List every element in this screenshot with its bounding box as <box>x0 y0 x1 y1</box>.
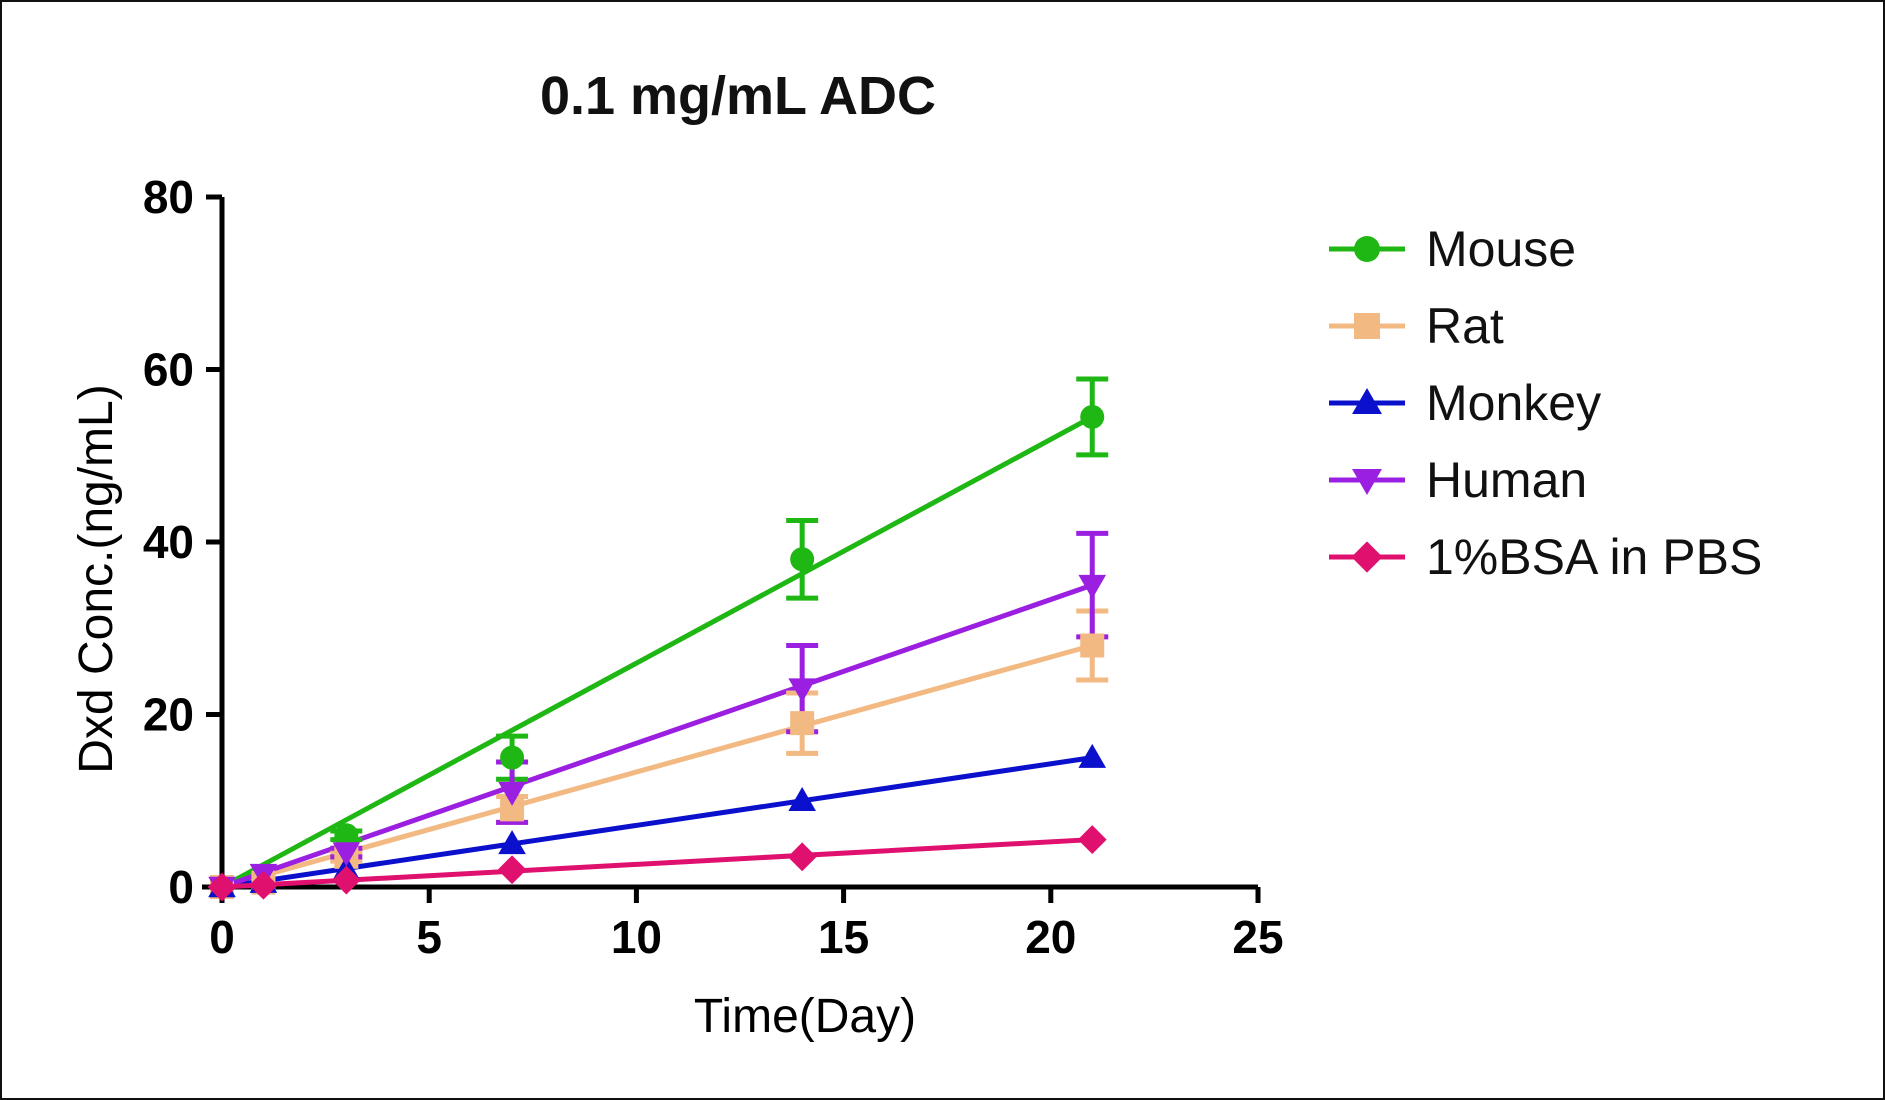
data-point-mouse-2 <box>500 745 525 770</box>
trend-lines-layer <box>220 414 1094 890</box>
x-tick-label-20: 20 <box>1025 911 1076 963</box>
legend-marker-1-bsa-in-pbs <box>1351 541 1383 573</box>
markers-layer <box>207 404 1107 902</box>
data-point-monkey-5 <box>1078 743 1107 768</box>
legend-marker-monkey <box>1352 388 1382 415</box>
ticks-layer: 0 5 10 15 20 25 0 20 40 60 80 <box>143 171 1284 963</box>
data-point-human-4 <box>788 678 816 703</box>
legend: Mouse Rat Monkey Human 1%BSA in PBS <box>1329 221 1762 585</box>
legend-label-rat: Rat <box>1426 298 1504 354</box>
data-point-1-bsa-in-pbs-2 <box>331 865 361 895</box>
data-point-1-bsa-in-pbs-5 <box>1077 825 1107 854</box>
legend-marker-human <box>1352 468 1382 495</box>
axes-layer <box>202 197 1258 890</box>
data-point-mouse-4 <box>1080 404 1105 429</box>
chart-title: 0.1 mg/mL ADC <box>540 66 936 126</box>
legend-label-mouse: Mouse <box>1426 221 1576 277</box>
data-point-monkey-4 <box>788 786 816 811</box>
trend-line-1-bsa-in-pbs <box>221 837 1093 890</box>
legend-label-human: Human <box>1426 452 1587 508</box>
data-point-rat-4 <box>790 711 815 736</box>
x-tick-label-5: 5 <box>416 911 442 963</box>
legend-label-monkey: Monkey <box>1426 375 1601 431</box>
y-tick-label-60: 60 <box>143 344 194 396</box>
y-tick-label-40: 40 <box>143 516 194 568</box>
data-point-human-2 <box>332 842 361 867</box>
trend-line-monkey <box>221 755 1093 890</box>
y-tick-label-0: 0 <box>168 861 194 913</box>
x-tick-label-0: 0 <box>209 911 235 963</box>
data-point-rat-5 <box>1080 633 1105 658</box>
data-point-1-bsa-in-pbs-1 <box>249 870 278 900</box>
trend-line-rat <box>221 643 1093 890</box>
y-axis-label: Dxd Conc.(ng/mL) <box>70 384 123 773</box>
data-point-human-3 <box>498 781 526 806</box>
trend-line-mouse <box>220 414 1094 890</box>
data-point-mouse-1 <box>334 823 359 848</box>
data-point-mouse-3 <box>790 547 815 572</box>
legend-marker-rat <box>1354 313 1380 339</box>
x-axis-label: Time(Day) <box>694 990 916 1043</box>
x-tick-label-10: 10 <box>611 911 662 963</box>
x-tick-label-25: 25 <box>1232 911 1283 963</box>
x-tick-label-15: 15 <box>818 911 869 963</box>
trend-line-human <box>221 582 1094 890</box>
data-point-1-bsa-in-pbs-0 <box>207 872 237 902</box>
legend-marker-mouse <box>1354 236 1380 262</box>
data-point-1-bsa-in-pbs-4 <box>787 842 817 872</box>
y-tick-label-80: 80 <box>143 171 194 223</box>
data-point-human-5 <box>1078 574 1107 599</box>
data-point-1-bsa-in-pbs-3 <box>497 855 527 885</box>
data-point-rat-3 <box>500 797 525 822</box>
data-point-monkey-3 <box>498 830 526 855</box>
y-tick-label-20: 20 <box>143 689 194 741</box>
legend-label-1-bsa-in-pbs: 1%BSA in PBS <box>1426 529 1762 585</box>
